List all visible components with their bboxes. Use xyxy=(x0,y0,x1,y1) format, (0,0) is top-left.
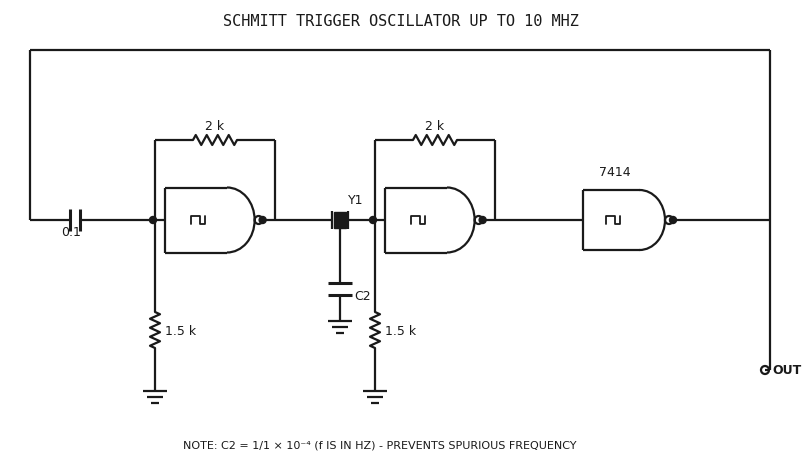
Text: 1.5 k: 1.5 k xyxy=(165,325,196,338)
Text: OUTPUT: OUTPUT xyxy=(772,364,802,377)
Text: 2 k: 2 k xyxy=(425,120,444,133)
Text: SCHMITT TRIGGER OSCILLATOR UP TO 10 MHZ: SCHMITT TRIGGER OSCILLATOR UP TO 10 MHZ xyxy=(223,14,579,30)
Circle shape xyxy=(149,217,156,224)
Circle shape xyxy=(259,217,266,224)
Text: NOTE: C2 = 1/1 × 10⁻⁴ (f IS IN HZ) - PREVENTS SPURIOUS FREQUENCY: NOTE: C2 = 1/1 × 10⁻⁴ (f IS IN HZ) - PRE… xyxy=(183,440,577,450)
Circle shape xyxy=(370,217,376,224)
Text: 7414: 7414 xyxy=(599,166,631,179)
Circle shape xyxy=(337,217,343,224)
Text: Y1: Y1 xyxy=(348,194,363,207)
Circle shape xyxy=(479,217,486,224)
Text: 1.5 k: 1.5 k xyxy=(385,325,416,338)
Text: C2: C2 xyxy=(354,290,371,303)
Bar xyxy=(334,212,346,228)
Text: 2 k: 2 k xyxy=(205,120,225,133)
Text: 0.1: 0.1 xyxy=(61,226,81,239)
Circle shape xyxy=(670,217,677,224)
